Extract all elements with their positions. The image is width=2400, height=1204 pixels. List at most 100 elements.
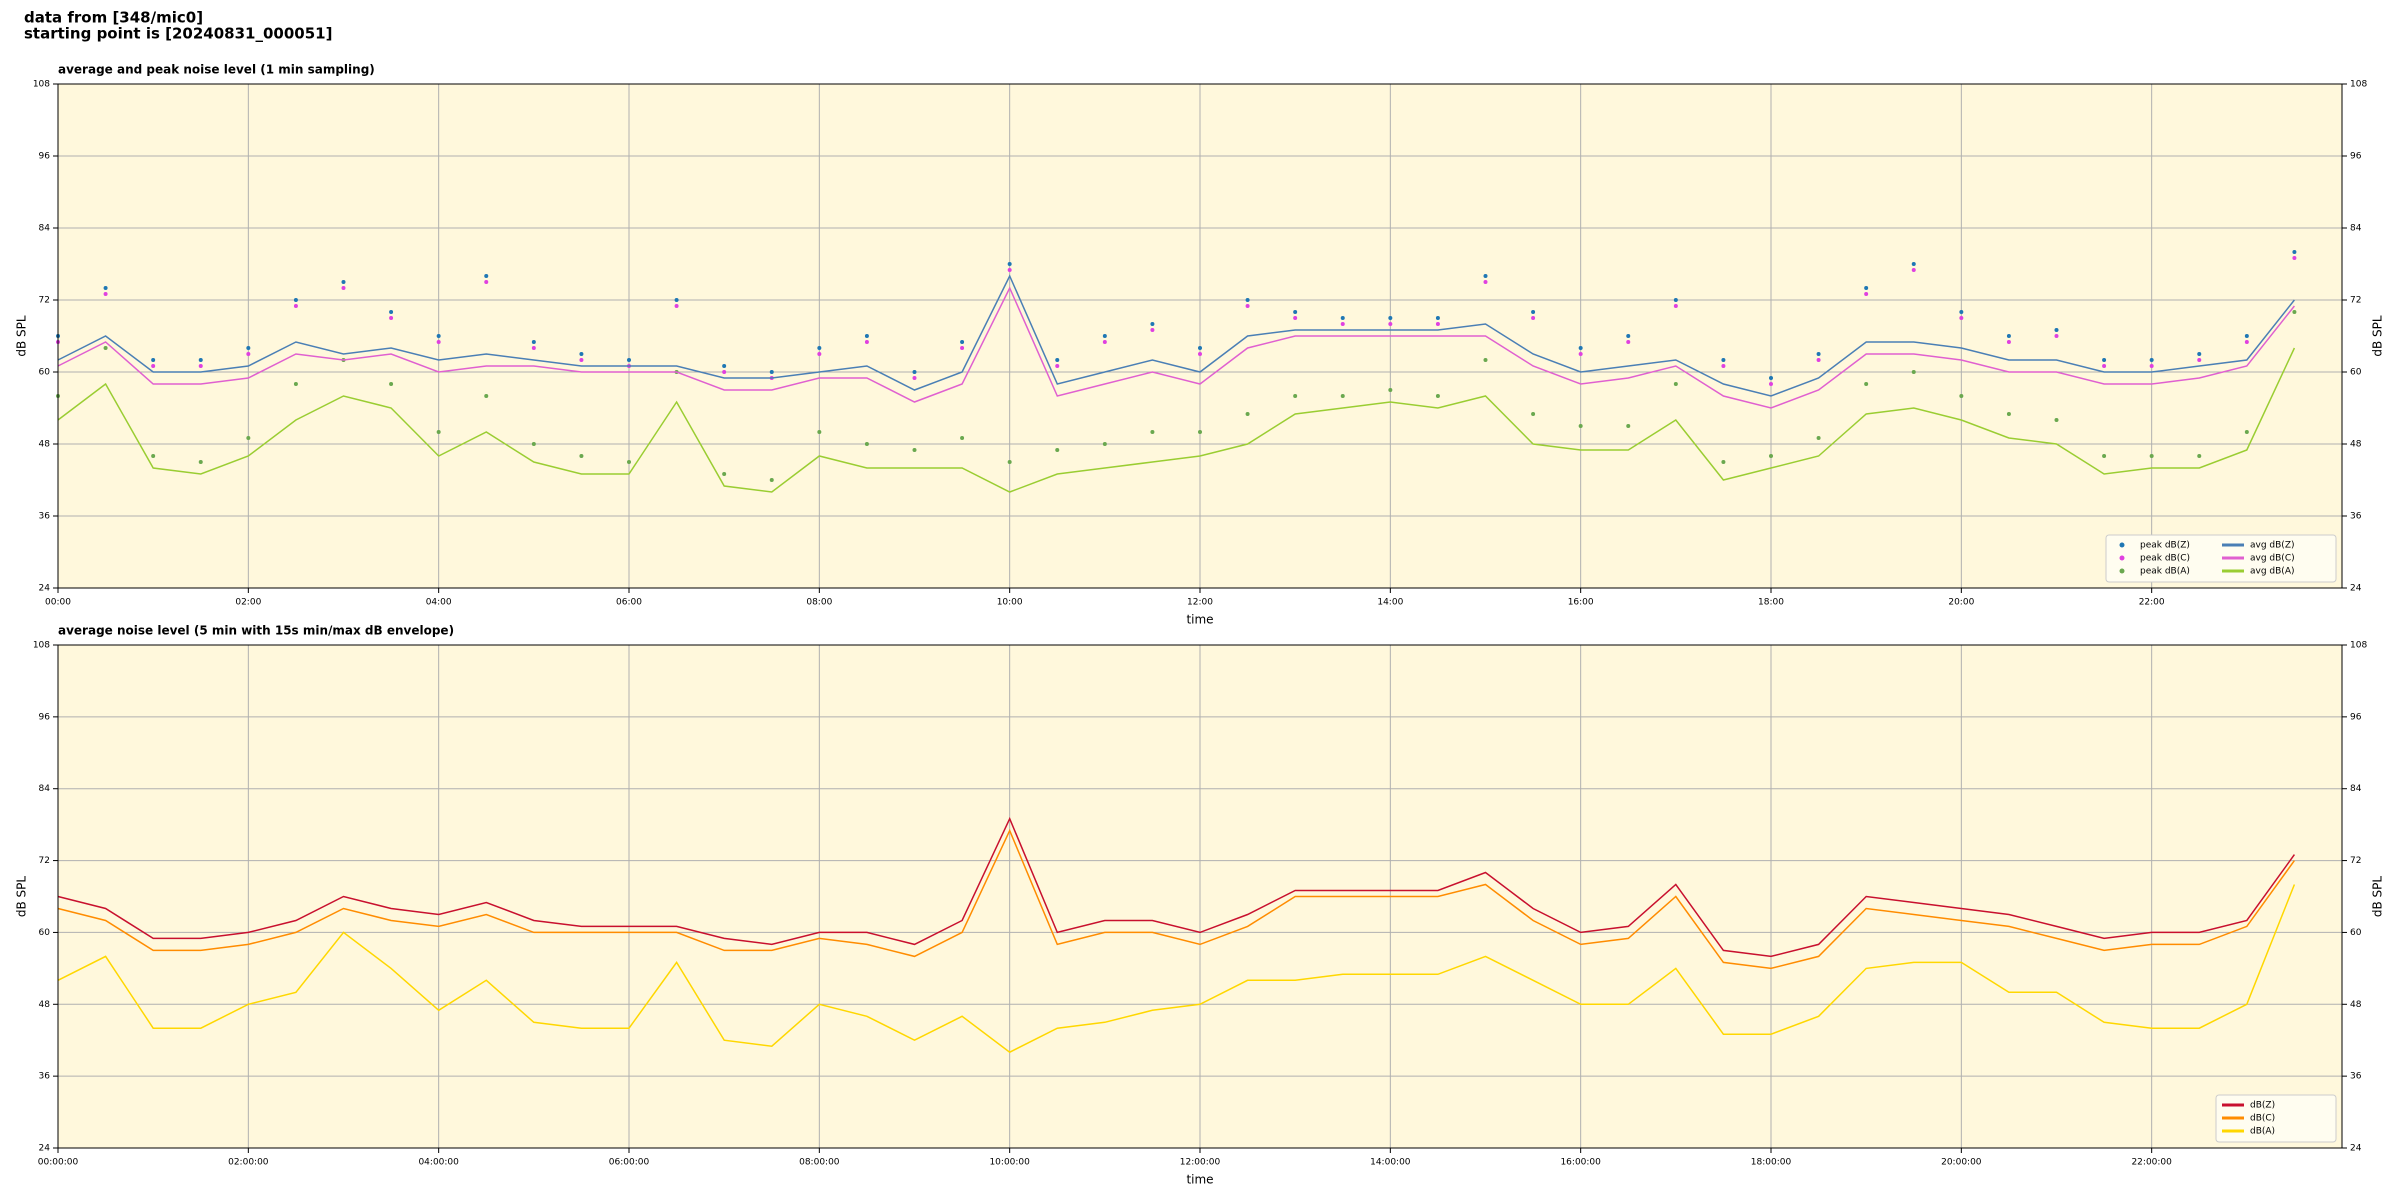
y-tick-label: 60 bbox=[39, 928, 51, 938]
y-tick-label-right: 84 bbox=[2350, 784, 2362, 794]
x-tick-label: 00:00 bbox=[45, 598, 71, 608]
x-tick-label: 12:00:00 bbox=[1180, 1158, 1221, 1168]
y-tick-label: 108 bbox=[33, 80, 50, 90]
legend-label: dB(Z) bbox=[2250, 1101, 2275, 1111]
peak-point bbox=[1578, 346, 1583, 350]
x-tick-label: 22:00:00 bbox=[2131, 1158, 2172, 1168]
legend-label: dB(A) bbox=[2250, 1127, 2275, 1137]
peak-point bbox=[531, 442, 536, 446]
x-tick-label: 08:00:00 bbox=[799, 1158, 840, 1168]
peak-point bbox=[1864, 382, 1869, 386]
peak-point bbox=[960, 340, 965, 344]
y-tick-label: 84 bbox=[39, 784, 51, 794]
peak-point bbox=[960, 436, 965, 440]
legend-label: peak dB(Z) bbox=[2140, 541, 2190, 551]
y-tick-label-right: 60 bbox=[2350, 928, 2362, 938]
peak-point bbox=[1673, 382, 1678, 386]
y-tick-label-right: 48 bbox=[2350, 440, 2362, 450]
peak-point bbox=[389, 310, 394, 314]
peak-point bbox=[1102, 442, 1107, 446]
peak-point bbox=[1531, 316, 1536, 320]
peak-point bbox=[531, 346, 536, 350]
y-tick-label: 24 bbox=[39, 1144, 51, 1154]
peak-point bbox=[1531, 310, 1536, 314]
peak-point bbox=[246, 352, 251, 356]
peak-point bbox=[198, 358, 203, 362]
peak-point bbox=[579, 358, 584, 362]
peak-point bbox=[389, 382, 394, 386]
peak-point bbox=[151, 358, 156, 362]
peak-point bbox=[2006, 340, 2011, 344]
peak-point bbox=[1150, 430, 1155, 434]
y-tick-label-right: 36 bbox=[2350, 1072, 2362, 1082]
x-tick-label: 06:00 bbox=[616, 598, 642, 608]
peak-point bbox=[103, 292, 108, 296]
x-tick-label: 16:00:00 bbox=[1560, 1158, 1601, 1168]
peak-point bbox=[2102, 364, 2107, 368]
peak-point bbox=[1293, 310, 1298, 314]
peak-point bbox=[912, 448, 917, 452]
peak-point bbox=[1435, 322, 1440, 326]
legend-label: avg dB(C) bbox=[2250, 554, 2295, 564]
peak-point bbox=[1531, 412, 1536, 416]
plot-frame bbox=[57, 83, 2343, 589]
peak-point bbox=[2244, 340, 2249, 344]
y-tick-label: 96 bbox=[39, 712, 51, 722]
chart-title: average noise level (5 min with 15s min/… bbox=[58, 624, 454, 638]
y-tick-label: 108 bbox=[33, 641, 50, 651]
y-tick-label: 24 bbox=[39, 584, 51, 594]
peak-point bbox=[1340, 316, 1345, 320]
peak-point bbox=[1388, 316, 1393, 320]
y-tick-label-right: 72 bbox=[2350, 856, 2361, 866]
peak-point bbox=[1102, 334, 1107, 338]
peak-point bbox=[293, 304, 298, 308]
x-tick-label: 10:00 bbox=[997, 598, 1023, 608]
peak-point bbox=[198, 460, 203, 464]
peak-point bbox=[1864, 292, 1869, 296]
y-tick-label-right: 60 bbox=[2350, 368, 2362, 378]
peak-point bbox=[1673, 304, 1678, 308]
peak-point bbox=[1911, 370, 1916, 374]
peak-point bbox=[341, 280, 346, 284]
peak-point bbox=[2054, 328, 2059, 332]
x-tick-label: 08:00 bbox=[806, 598, 832, 608]
peak-point bbox=[2292, 310, 2297, 314]
y-tick-label: 48 bbox=[39, 1000, 51, 1010]
peak-point bbox=[1388, 388, 1393, 392]
y-tick-label: 96 bbox=[39, 152, 51, 162]
peak-point bbox=[1435, 316, 1440, 320]
peak-point bbox=[1769, 382, 1773, 386]
x-tick-label: 18:00:00 bbox=[1751, 1158, 1792, 1168]
peak-point bbox=[531, 340, 536, 344]
peak-point bbox=[1198, 352, 1202, 356]
legend-label: peak dB(A) bbox=[2140, 567, 2190, 577]
peak-point bbox=[1293, 316, 1298, 320]
peak-point bbox=[1626, 340, 1631, 344]
peak-point bbox=[2292, 250, 2297, 254]
peak-point bbox=[2244, 430, 2249, 434]
peak-point bbox=[1055, 364, 1060, 368]
peak-point bbox=[1769, 454, 1773, 458]
peak-point bbox=[484, 394, 489, 398]
peak-point bbox=[1245, 412, 1250, 416]
legend-box bbox=[2105, 534, 2337, 583]
peak-point bbox=[2054, 418, 2059, 422]
x-tick-label: 18:00 bbox=[1758, 598, 1784, 608]
x-tick-label: 14:00 bbox=[1377, 598, 1403, 608]
peak-point bbox=[1435, 394, 1440, 398]
peak-point bbox=[1483, 274, 1488, 278]
x-tick-label: 14:00:00 bbox=[1370, 1158, 1411, 1168]
legend-label: avg dB(Z) bbox=[2250, 541, 2295, 551]
peak-point bbox=[484, 280, 489, 284]
peak-point bbox=[2197, 358, 2202, 362]
x-tick-label: 20:00:00 bbox=[1941, 1158, 1982, 1168]
peak-point bbox=[1150, 328, 1155, 332]
peak-point bbox=[436, 430, 441, 434]
peak-point bbox=[1102, 340, 1107, 344]
legend-label: dB(C) bbox=[2250, 1114, 2275, 1124]
peak-point bbox=[1721, 358, 1726, 362]
series-line bbox=[57, 347, 2296, 493]
header-line: data from [348/mic0] bbox=[24, 9, 203, 27]
x-tick-label: 20:00 bbox=[1948, 598, 1974, 608]
y-tick-label-right: 108 bbox=[2350, 641, 2367, 651]
